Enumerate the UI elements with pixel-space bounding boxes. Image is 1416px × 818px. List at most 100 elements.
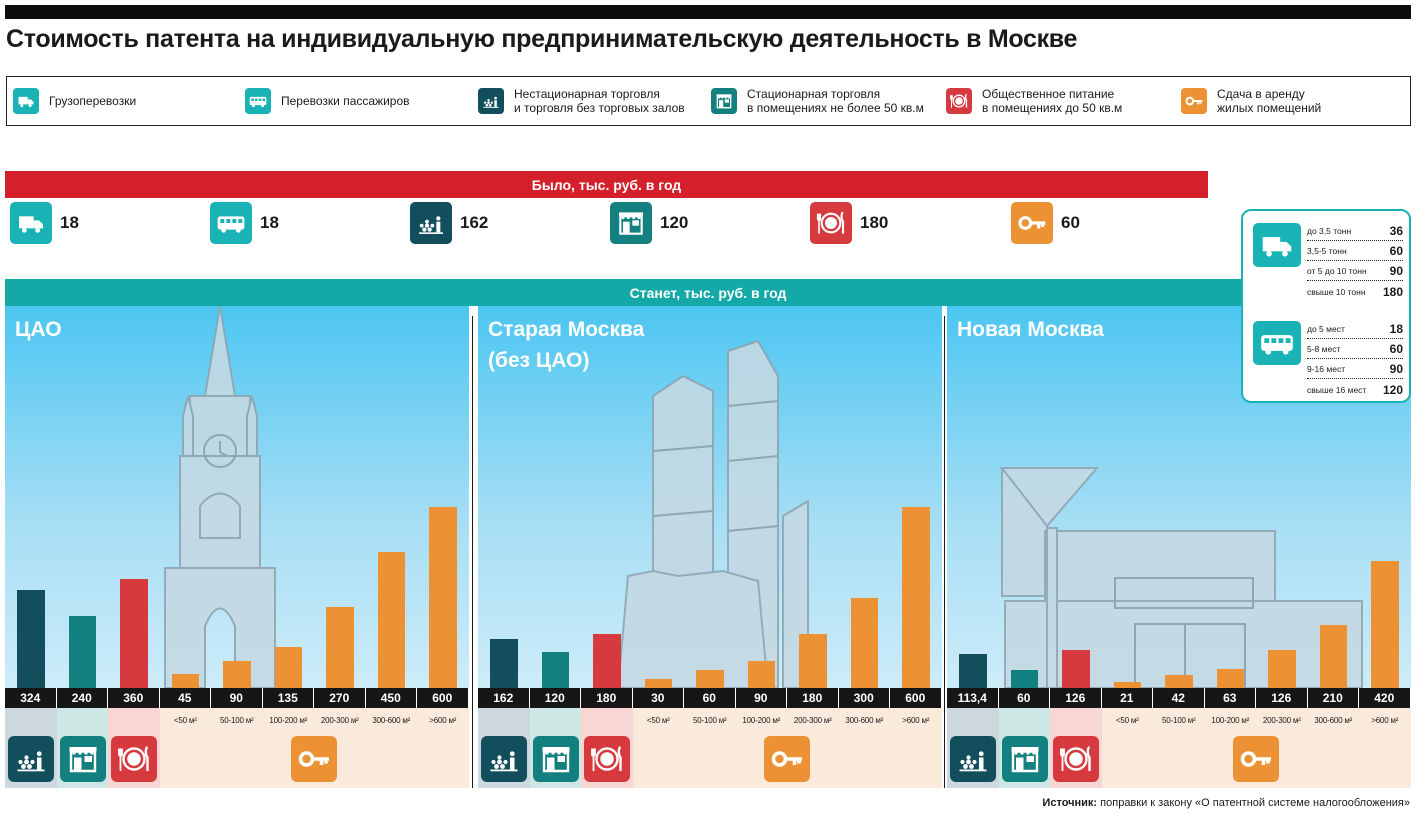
- was-item-kiosk: 162: [410, 202, 488, 244]
- kiosk-icon: [478, 88, 504, 114]
- bus-icon: [1253, 321, 1301, 365]
- legend-label: Стационарная торговля в помещениях не бо…: [747, 87, 924, 115]
- bar-value-label: 180: [581, 688, 633, 708]
- bar: [644, 678, 672, 688]
- category-label: [108, 708, 160, 733]
- plate-icon: [111, 736, 157, 782]
- category-label: 200-300 м²: [787, 708, 839, 733]
- bar: [1319, 624, 1347, 688]
- bar: [902, 507, 930, 688]
- bar-value-label: 120: [529, 688, 581, 708]
- bar-value-label: 135: [262, 688, 314, 708]
- plate-icon: [1053, 736, 1099, 782]
- category-label: 300-600 м²: [365, 708, 417, 733]
- bar-value-label: 420: [1359, 688, 1411, 708]
- key-icon: [1181, 88, 1207, 114]
- store-icon: [1001, 736, 1048, 782]
- store-icon: [610, 202, 652, 244]
- bar: [120, 579, 148, 688]
- bar-value-label: 42: [1153, 688, 1205, 708]
- panel-title: ЦАО: [15, 318, 62, 341]
- bar-value-label: 90: [211, 688, 263, 708]
- bar-value-label: 360: [108, 688, 160, 708]
- panel-divider: [472, 316, 473, 788]
- bar: [1010, 669, 1038, 688]
- bar: [850, 597, 878, 688]
- category-label: <50 м²: [159, 708, 211, 733]
- star-icon: ★: [211, 306, 229, 307]
- panel-title: Старая Москва (без ЦАО): [488, 318, 645, 372]
- panel-title: Новая Москва: [957, 318, 1104, 341]
- key-icon: [1011, 202, 1053, 244]
- category-label: [947, 708, 999, 733]
- was-item-food: 180: [810, 202, 888, 244]
- legend: Грузоперевозки Перевозки пассажиров Нест…: [6, 76, 1411, 126]
- bar: [429, 507, 457, 688]
- bar-value-label: 45: [159, 688, 211, 708]
- was-value: 162: [460, 213, 489, 232]
- truck-row: от 5 до 10 тонн 90: [1307, 262, 1403, 281]
- bus-icon: [210, 202, 252, 244]
- category-label: <50 м²: [632, 708, 684, 733]
- truck-row: 3,5-5 тонн 60: [1307, 242, 1403, 261]
- legend-label: Сдача в аренду жилых помещений: [1217, 87, 1322, 115]
- store-icon: [59, 736, 106, 782]
- category-label: 50-100 м²: [1153, 708, 1205, 733]
- bar-value-label: 126: [1050, 688, 1102, 708]
- bar: [1268, 649, 1296, 688]
- legend-item-passengers: Перевозки пассажиров: [245, 77, 410, 125]
- bar-value-label: 600: [417, 688, 469, 708]
- category-label: <50 м²: [1101, 708, 1153, 733]
- truck-row: до 3,5 тонн 36: [1307, 222, 1403, 241]
- category-label: 100-200 м²: [1204, 708, 1256, 733]
- bar-value-label: 113,4: [947, 688, 999, 708]
- category-label: [529, 708, 581, 733]
- category-label: 50-100 м²: [211, 708, 263, 733]
- store-icon: [711, 88, 737, 114]
- bar-value-label: 21: [1101, 688, 1153, 708]
- category-label: 100-200 м²: [262, 708, 314, 733]
- will-header: Станет, тыс. руб. в год: [5, 279, 1411, 306]
- was-value: 18: [260, 213, 279, 232]
- was-value: 120: [660, 213, 689, 232]
- category-label: 300-600 м²: [1307, 708, 1359, 733]
- was-item-rent: 60: [1011, 202, 1080, 244]
- bar: [1371, 561, 1399, 688]
- bar: [223, 660, 251, 688]
- bar-value-label: 324: [5, 688, 57, 708]
- bar: [541, 651, 569, 688]
- bar: [377, 552, 405, 688]
- kiosk-icon: [410, 202, 452, 244]
- bar-value-label: 210: [1307, 688, 1359, 708]
- bus-row: до 5 мест 18: [1307, 320, 1403, 339]
- bar-value-label: 63: [1204, 688, 1256, 708]
- was-item-truck: 18: [10, 202, 79, 244]
- bar-value-label: 30: [632, 688, 684, 708]
- was-header: Было, тыс. руб. в год: [5, 171, 1208, 198]
- bus-row: свыше 16 мест 120: [1307, 382, 1403, 397]
- category-label: 200-300 м²: [314, 708, 366, 733]
- key-icon: [1233, 736, 1279, 782]
- category-label: >600 м²: [417, 708, 469, 733]
- clock-icon: [203, 434, 237, 468]
- skyscrapers-illustration: [616, 339, 809, 689]
- kremlin-tower-illustration: [164, 306, 276, 689]
- bar-value-label: 162: [478, 688, 530, 708]
- category-label: 50-100 м²: [684, 708, 736, 733]
- category-label: [581, 708, 633, 733]
- plate-icon: [810, 202, 852, 244]
- legend-item-trucking: Грузоперевозки: [13, 77, 136, 125]
- bar: [274, 647, 302, 688]
- legend-label: Грузоперевозки: [49, 94, 137, 108]
- bar: [68, 615, 96, 688]
- truck-row: свыше 10 тонн 180: [1307, 284, 1403, 299]
- bar-value-label: 126: [1256, 688, 1308, 708]
- bar: [696, 669, 724, 688]
- bar: [1216, 668, 1244, 688]
- bar-value-label: 270: [314, 688, 366, 708]
- truck-icon: [10, 202, 52, 244]
- category-label: [5, 708, 57, 733]
- was-value: 60: [1061, 213, 1080, 232]
- bus-row: 9-16 мест 90: [1307, 360, 1403, 379]
- was-value: 18: [60, 213, 79, 232]
